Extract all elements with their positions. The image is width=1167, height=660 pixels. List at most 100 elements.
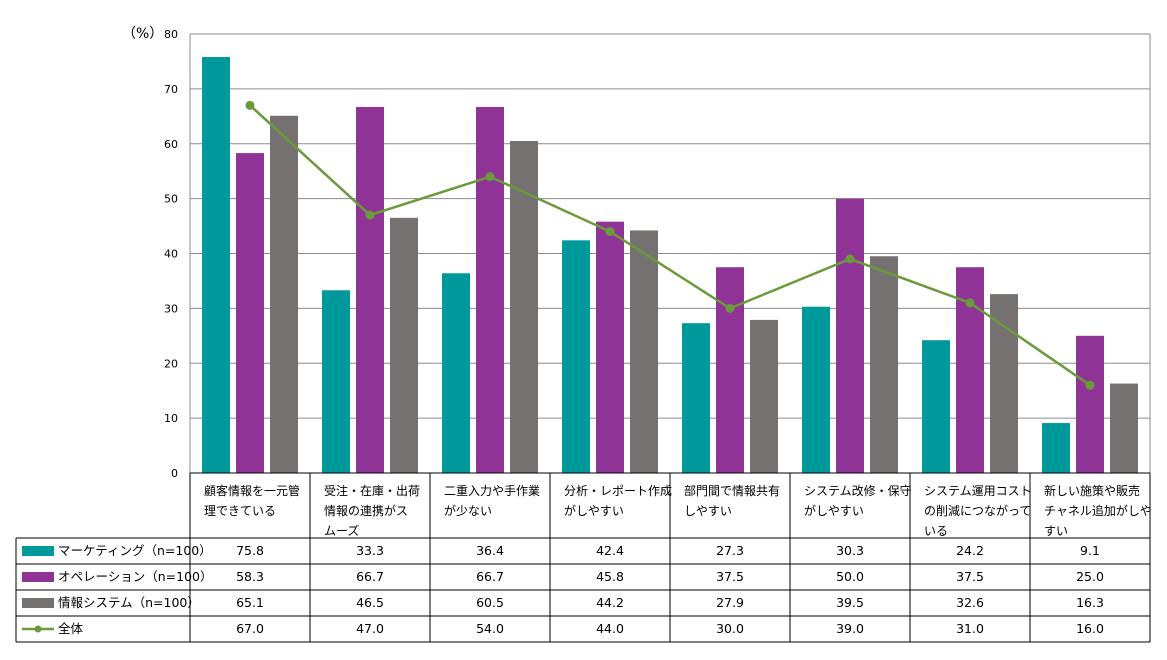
x-category-label: 新しい施策や販売 — [1044, 483, 1140, 498]
x-category-label: 部門間で情報共有 — [684, 483, 780, 498]
y-tick-label: 70 — [164, 83, 178, 96]
bar-1-8 — [1042, 423, 1070, 473]
x-category-label: 受注・在庫・出荷 — [324, 483, 420, 498]
bar-2-4 — [596, 221, 624, 473]
bar-3-4 — [630, 230, 658, 473]
x-category-label: すい — [1044, 524, 1068, 538]
data-label: 37.5 — [716, 569, 744, 584]
bar-3-8 — [1110, 383, 1138, 473]
y-tick-label: 60 — [164, 138, 178, 151]
x-category-label: 二重入力や手作業 — [444, 484, 540, 498]
x-category-label: の削減につながって — [924, 503, 1031, 518]
bar-1-3 — [442, 273, 470, 473]
data-label: 42.4 — [596, 543, 624, 558]
x-category-label: しやすい — [684, 504, 732, 518]
unit-label: （%） — [122, 26, 163, 42]
data-label: 27.9 — [716, 595, 744, 610]
y-axis-ticks: 0 10 20 30 40 50 60 70 80 — [164, 28, 178, 480]
data-label: 33.3 — [356, 543, 384, 558]
line-series — [245, 100, 1095, 390]
data-label: 50.0 — [836, 569, 864, 584]
data-label: 44.0 — [596, 621, 624, 636]
bar-3-6 — [870, 256, 898, 473]
data-label: 37.5 — [956, 569, 984, 584]
bar-3-5 — [750, 319, 778, 473]
data-label: 47.0 — [356, 621, 384, 636]
line-point-1 — [245, 100, 255, 110]
x-category-label: システム改修・保守 — [804, 483, 912, 498]
bar-1-2 — [322, 290, 350, 473]
series-name-4: 全体 — [58, 621, 84, 636]
x-category-label: チャネル追加がしや — [1044, 503, 1152, 518]
bar-2-2 — [356, 106, 384, 473]
y-tick-label: 10 — [164, 412, 178, 425]
y-tick-label: 40 — [164, 248, 178, 261]
y-tick-label: 30 — [164, 302, 178, 315]
bar-1-4 — [562, 240, 590, 473]
y-tick-label: 80 — [164, 28, 178, 41]
x-category-label: いる — [924, 524, 948, 538]
data-label: 36.4 — [476, 543, 504, 558]
bar-series — [202, 57, 1138, 474]
data-label: 9.1 — [1080, 543, 1100, 558]
data-label: 31.0 — [956, 621, 984, 636]
data-label: 45.8 — [596, 569, 624, 584]
bar-2-6 — [836, 198, 864, 473]
data-label: 30.0 — [716, 621, 744, 636]
bar-3-7 — [990, 294, 1018, 473]
bar-3-1 — [270, 115, 298, 474]
data-label: 66.7 — [476, 569, 504, 584]
data-label: 46.5 — [356, 595, 384, 610]
series-name-2: オペレーション（n=100） — [58, 569, 213, 584]
data-label: 67.0 — [236, 621, 264, 636]
x-category-label: がしやすい — [564, 503, 624, 518]
line-point-8 — [1085, 380, 1095, 390]
data-label: 16.3 — [1076, 595, 1104, 610]
bar-2-5 — [716, 267, 744, 473]
data-label: 75.8 — [236, 543, 264, 558]
bar-2-1 — [236, 153, 264, 474]
line-point-7 — [965, 298, 975, 308]
data-label: 65.1 — [236, 595, 264, 610]
line-point-2 — [365, 210, 375, 220]
data-label: 27.3 — [716, 543, 744, 558]
x-category-label: 理できている — [204, 504, 276, 518]
x-category-label: システム運用コスト — [924, 484, 1032, 498]
data-label: 16.0 — [1076, 621, 1104, 636]
series-name-1: マーケティング（n=100） — [58, 543, 212, 558]
data-label: 58.3 — [236, 569, 264, 584]
data-label: 54.0 — [476, 621, 504, 636]
x-category-label: 顧客情報を一元管 — [204, 483, 300, 498]
data-label: 24.2 — [956, 543, 984, 558]
x-category-label: が少ない — [444, 503, 492, 518]
data-label: 39.5 — [836, 595, 864, 610]
legend-swatch-1 — [22, 546, 54, 556]
series-name-3: 情報システム（n=100） — [58, 595, 200, 610]
x-category-label: 分析・レポート作成 — [564, 484, 672, 498]
data-label: 30.3 — [836, 543, 864, 558]
y-tick-label: 50 — [164, 193, 178, 206]
data-label: 66.7 — [356, 569, 384, 584]
data-label: 39.0 — [836, 621, 864, 636]
legend-line-marker — [34, 625, 42, 633]
data-label: 32.6 — [956, 595, 984, 610]
data-label: 44.2 — [596, 595, 624, 610]
x-category-label: ムーズ — [324, 523, 359, 538]
y-tick-label: 20 — [164, 357, 178, 370]
line-point-5 — [725, 303, 735, 313]
y-tick-label: 0 — [171, 467, 178, 480]
data-label: 25.0 — [1076, 569, 1104, 584]
data-label: 60.5 — [476, 595, 504, 610]
x-category-label: 情報の連携がス — [324, 503, 408, 518]
line-point-3 — [485, 172, 495, 182]
bar-2-3 — [476, 106, 504, 473]
legend-swatch-2 — [22, 572, 54, 582]
bar-1-5 — [682, 323, 710, 473]
bar-1-6 — [802, 306, 830, 473]
x-category-label: がしやすい — [804, 503, 864, 518]
bar-2-8 — [1076, 335, 1104, 473]
bar-3-3 — [510, 141, 538, 473]
bar-1-1 — [202, 57, 230, 474]
